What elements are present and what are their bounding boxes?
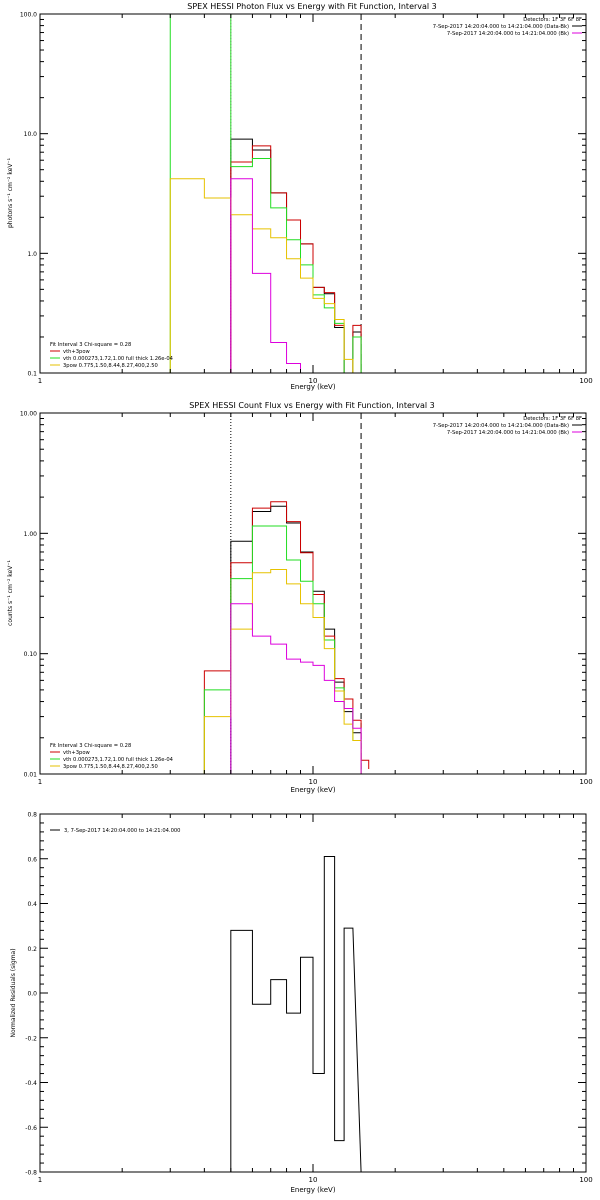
y-tick-label: 1.00 — [24, 531, 38, 538]
series-layer — [203, 413, 370, 774]
y-tick-label: 100.0 — [20, 12, 37, 19]
y-tick-label: 0.4 — [27, 901, 37, 908]
x-axis-label: Energy (keV) — [290, 383, 335, 391]
legend-entry: 7-Sep-2017 14:20:04.000 to 14:21:04.000 … — [447, 31, 569, 37]
y-tick-label: 10.0 — [24, 131, 38, 138]
legend-entry: 3pow 0.775,1.50,8.44,8.27,400,2.50 — [63, 363, 158, 369]
legend-top-right: Detectors: 1F 3F 6F 8F7-Sep-2017 14:20:0… — [433, 416, 582, 436]
y-tick-label: 0.8 — [27, 812, 37, 819]
series-line — [203, 525, 362, 774]
series-layer — [169, 13, 362, 374]
x-tick-label: 100 — [579, 377, 592, 385]
axis-ticks: 1 10 100 0.1 1.0 10.0 100.0 — [20, 12, 593, 386]
legend-entry: Fit Interval 3 Chi-square = 0.28 — [50, 342, 131, 348]
y-tick-label: -0.6 — [25, 1125, 37, 1132]
series-line — [169, 178, 362, 374]
legend-entry: vth+3pow — [63, 349, 91, 355]
y-tick-label: -0.4 — [25, 1080, 37, 1087]
x-tick-label: 10 — [309, 778, 318, 786]
y-tick-label: 0.0 — [27, 991, 37, 998]
x-tick-label: 1 — [38, 778, 42, 786]
y-axis-label: counts s⁻¹ cm⁻² keV⁻¹ — [7, 560, 14, 626]
y-tick-label: 0.2 — [27, 946, 37, 953]
legend-top-left: 3, 7-Sep-2017 14:20:04.000 to 14:21:04.0… — [50, 828, 180, 834]
photon-flux-panel: SPEX HESSI Photon Flux vs Energy with Fi… — [7, 2, 593, 391]
y-tick-label: -0.2 — [25, 1035, 37, 1042]
axis-ticks: 1 10 100 0.01 0.10 1.00 10.00 — [20, 411, 593, 787]
panel-title: SPEX HESSI Photon Flux vs Energy with Fi… — [187, 2, 437, 11]
series-line — [230, 138, 362, 374]
x-tick-label: 100 — [579, 1176, 592, 1184]
series-line — [230, 505, 362, 774]
y-tick-label: 0.6 — [27, 856, 37, 863]
y-tick-label: 0.01 — [24, 772, 38, 779]
y-tick-label: 0.10 — [24, 651, 38, 658]
axis-ticks: 1 10 100 -0.8 -0.6 -0.4 -0.2 0.0 0.2 0.4 0.6 0.8 — [25, 812, 592, 1185]
series-layer — [230, 856, 362, 1173]
series-line — [230, 178, 362, 374]
legend-entry: vth 0.000273,1.72,1.00 full thick 1.26e-… — [63, 757, 174, 763]
legend-entry: 7-Sep-2017 14:20:04.000 to 14:21:04.000 … — [447, 430, 569, 436]
y-tick-label: 10.00 — [20, 411, 37, 418]
y-tick-label: 0.1 — [27, 371, 37, 378]
y-axis-label: Normalized Residuals (sigma) — [10, 948, 17, 1037]
y-tick-label: -0.8 — [25, 1170, 37, 1177]
count-flux-panel: SPEX HESSI Count Flux vs Energy with Fit… — [7, 401, 593, 794]
x-tick-label: 100 — [579, 778, 592, 786]
series-line — [169, 13, 362, 374]
legend-entry: 3pow 0.775,1.50,8.44,8.27,400,2.50 — [63, 764, 158, 770]
legend-entry: vth 0.000273,1.72,1.00 full thick 1.26e-… — [63, 356, 174, 362]
legend-entry: 7-Sep-2017 14:20:04.000 to 14:21:04.000 … — [433, 24, 569, 30]
x-tick-label: 1 — [38, 1176, 42, 1184]
panel-title: SPEX HESSI Count Flux vs Energy with Fit… — [189, 401, 434, 410]
series-line — [230, 603, 362, 774]
legend-entry: Detectors: 1F 3F 6F 8F — [523, 17, 582, 23]
series-line — [203, 569, 362, 774]
x-tick-label: 1 — [38, 377, 42, 385]
legend-bottom-left: Fit Interval 3 Chi-square = 0.28vth+3pow… — [50, 743, 174, 770]
x-axis-label: Energy (keV) — [290, 1186, 335, 1194]
x-tick-label: 10 — [309, 377, 318, 385]
plot-frame — [39, 13, 587, 374]
legend-bottom-left: Fit Interval 3 Chi-square = 0.28vth+3pow… — [50, 342, 174, 369]
x-tick-label: 10 — [309, 1176, 318, 1184]
legend-entry: Fit Interval 3 Chi-square = 0.28 — [50, 743, 131, 749]
y-tick-label: 1.0 — [27, 251, 37, 258]
residuals-panel: 1 10 100 -0.8 -0.6 -0.4 -0.2 0.0 0.2 0.4 0.6 0.8 En… — [10, 812, 593, 1195]
y-axis-label: photons s⁻¹ cm⁻² keV⁻¹ — [7, 157, 14, 228]
series-line — [230, 145, 362, 374]
legend-entry: 7-Sep-2017 14:20:04.000 to 14:21:04.000 … — [433, 423, 569, 429]
legend-top-right: Detectors: 1F 3F 6F 8F7-Sep-2017 14:20:0… — [433, 17, 582, 37]
legend-entry: Detectors: 1F 3F 6F 8F — [523, 416, 582, 422]
x-axis-label: Energy (keV) — [290, 786, 335, 794]
series-line — [230, 856, 362, 1173]
legend-entry: vth+3pow — [63, 750, 91, 756]
legend-entry: 3, 7-Sep-2017 14:20:04.000 to 14:21:04.0… — [64, 828, 180, 834]
